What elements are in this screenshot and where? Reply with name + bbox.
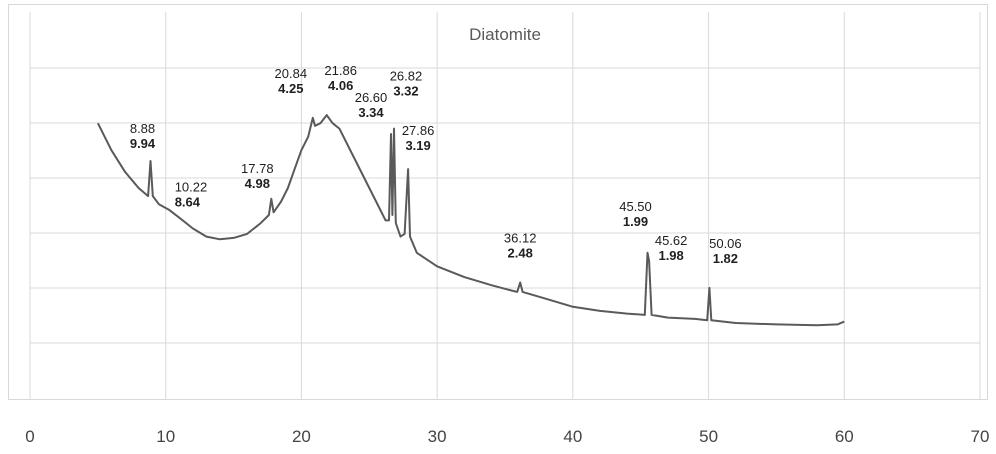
peak-angle-label-0: 8.88: [130, 121, 155, 136]
peak-angle-label-9: 45.50: [619, 199, 652, 214]
peak-angle-label-3: 20.84: [275, 66, 308, 81]
chart-frame: [8, 4, 988, 400]
x-tick-label-3: 30: [428, 427, 447, 446]
x-tick-label-0: 0: [25, 427, 34, 446]
x-tick-label-6: 60: [835, 427, 854, 446]
peak-dspacing-label-0: 9.94: [130, 136, 156, 151]
peak-dspacing-label-6: 3.32: [393, 84, 418, 99]
peak-dspacing-label-1: 8.64: [175, 195, 201, 210]
peak-angle-label-5: 26.60: [355, 90, 388, 105]
peak-dspacing-label-9: 1.99: [623, 214, 648, 229]
peak-dspacing-label-2: 4.98: [245, 176, 270, 191]
peak-dspacing-label-11: 1.82: [713, 251, 738, 266]
peak-angle-label-11: 50.06: [709, 236, 742, 251]
peak-angle-label-1: 10.22: [175, 180, 208, 195]
peak-angle-label-7: 27.86: [402, 123, 435, 138]
peak-angle-label-2: 17.78: [241, 161, 274, 176]
x-tick-label-2: 20: [292, 427, 311, 446]
peak-dspacing-label-10: 1.98: [658, 248, 683, 263]
chart-title: Diatomite: [469, 25, 541, 44]
peak-dspacing-label-7: 3.19: [405, 138, 430, 153]
peak-dspacing-label-3: 4.25: [278, 81, 303, 96]
peak-dspacing-label-5: 3.34: [358, 105, 384, 120]
x-tick-label-5: 50: [699, 427, 718, 446]
peak-dspacing-label-8: 2.48: [508, 246, 533, 261]
peak-angle-label-6: 26.82: [390, 69, 423, 84]
x-tick-label-7: 70: [971, 427, 990, 446]
series-line-0: [97, 114, 845, 327]
x-tick-label-4: 40: [563, 427, 582, 446]
peak-dspacing-label-4: 4.06: [328, 78, 353, 93]
x-tick-label-1: 10: [156, 427, 175, 446]
peak-angle-label-10: 45.62: [655, 233, 688, 248]
peak-angle-label-8: 36.12: [504, 231, 537, 246]
peak-angle-label-4: 21.86: [324, 63, 357, 78]
